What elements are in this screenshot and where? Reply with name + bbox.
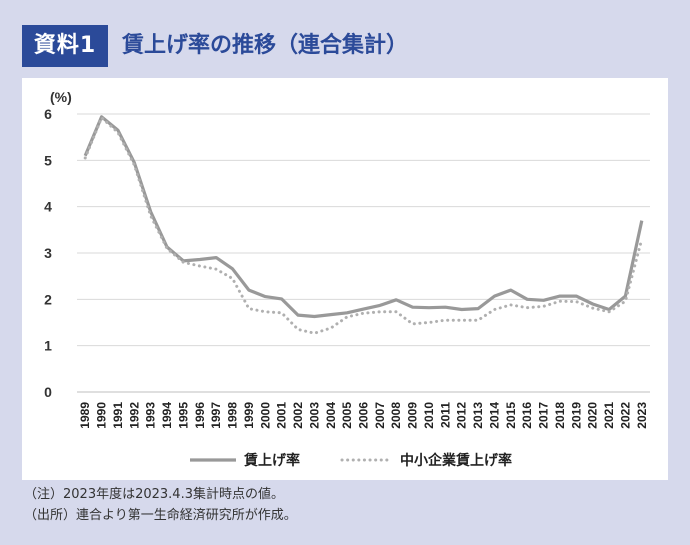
x-tick-label: 2007 [373, 402, 387, 429]
x-tick-label: 2015 [504, 402, 518, 429]
x-tick-label: 2000 [258, 402, 272, 429]
y-axis-ticks: 0 1 2 3 4 5 6 [44, 106, 52, 400]
footnotes: （注）2023年度は2023.4.3集計時点の値。 （出所）連合より第一生命経済… [24, 484, 297, 526]
series-2 [83, 116, 644, 335]
y-tick-label: 0 [44, 384, 52, 400]
x-tick-label: 2016 [520, 402, 534, 429]
x-tick-label: 2012 [455, 402, 469, 429]
x-tick-label: 2013 [471, 402, 485, 429]
y-axis-unit-label: (%) [50, 89, 72, 105]
series-1 [83, 115, 644, 319]
y-tick-label: 5 [44, 152, 52, 168]
x-tick-label: 2001 [275, 402, 289, 429]
x-tick-label: 2020 [586, 402, 600, 429]
x-tick-label: 2021 [602, 402, 616, 429]
series-line [83, 115, 644, 319]
x-tick-label: 2002 [291, 402, 305, 429]
x-tick-label: 2010 [422, 402, 436, 429]
x-tick-label: 2004 [324, 402, 338, 429]
footnote-source: （出所）連合より第一生命経済研究所が作成。 [24, 508, 297, 523]
x-tick-label: 2019 [569, 402, 583, 429]
x-tick-label: 1996 [193, 402, 207, 429]
gridlines [77, 113, 650, 393]
figure-number-badge: 資料1 [22, 25, 108, 67]
chart-panel: 0 1 2 3 4 5 6 (%) 1989 1990 1991 1992 1993 1994 1995… [22, 78, 668, 480]
footnote-note: （注）2023年度は2023.4.3集計時点の値。 [24, 487, 284, 502]
series-line [83, 116, 644, 335]
x-tick-label: 2014 [487, 402, 501, 429]
x-tick-label: 2017 [537, 402, 551, 429]
y-tick-label: 6 [44, 106, 52, 122]
x-tick-label: 2018 [553, 402, 567, 429]
line-chart: 0 1 2 3 4 5 6 (%) 1989 1990 1991 1992 1993 1994 1995… [44, 89, 650, 469]
x-tick-label: 1990 [95, 402, 109, 429]
x-tick-label: 1994 [160, 402, 174, 429]
legend-label: 賃上げ率 [243, 452, 300, 469]
legend: 賃上げ率 中小企業賃上げ率 [190, 452, 512, 469]
chart-title: 賃上げ率の推移（連合集計） [122, 33, 409, 58]
legend-label: 中小企業賃上げ率 [400, 452, 512, 469]
y-tick-label: 3 [44, 245, 52, 261]
x-tick-label: 1999 [242, 402, 256, 429]
x-axis-ticks: 1989 1990 1991 1992 1993 1994 1995 1996 1997 1998… [78, 402, 649, 429]
x-tick-label: 1997 [209, 402, 223, 429]
x-tick-label: 2011 [438, 402, 452, 428]
x-tick-label: 1998 [226, 402, 240, 429]
x-tick-label: 2003 [307, 402, 321, 429]
x-tick-label: 1992 [127, 402, 141, 429]
x-tick-label: 1995 [176, 402, 190, 429]
x-tick-label: 2008 [389, 402, 403, 429]
x-tick-label: 2022 [618, 402, 632, 429]
series-lines [83, 115, 644, 335]
x-tick-label: 2023 [635, 402, 649, 429]
x-tick-label: 2009 [406, 402, 420, 429]
x-tick-label: 1993 [144, 402, 158, 429]
x-tick-label: 2006 [357, 402, 371, 429]
x-tick-label: 2005 [340, 402, 354, 429]
y-tick-label: 4 [44, 199, 52, 215]
y-tick-label: 2 [44, 291, 52, 307]
x-tick-label: 1991 [111, 402, 125, 429]
y-tick-label: 1 [44, 338, 52, 354]
x-tick-label: 1989 [78, 402, 92, 429]
